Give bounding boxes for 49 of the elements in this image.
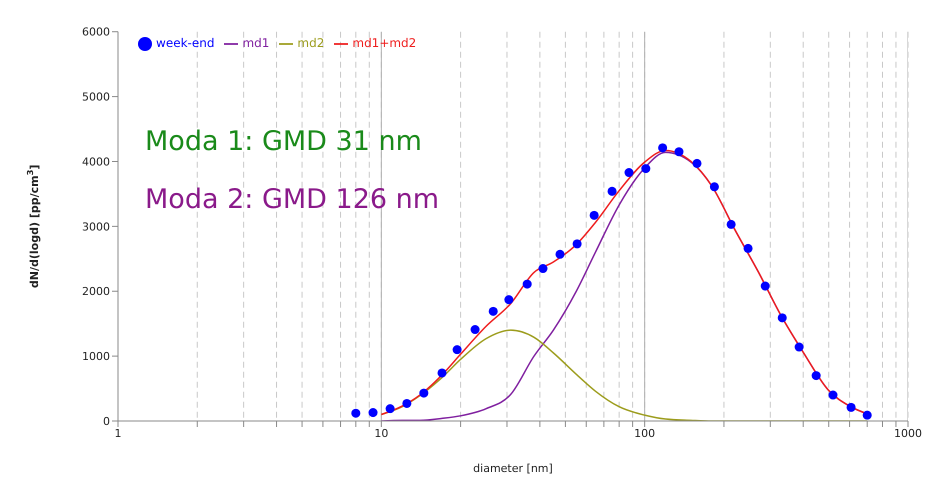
y-tick-label: 1000 [82, 350, 110, 364]
annotation: Moda 2: GMD 126 nm [145, 184, 440, 215]
legend-label: week-end [156, 36, 214, 50]
point [351, 408, 360, 418]
point [862, 410, 872, 420]
point [522, 280, 532, 289]
legend-label: md1+md2 [352, 36, 416, 50]
x-tick-label: 1000 [894, 426, 922, 440]
point [846, 402, 856, 412]
legend-label: md1 [242, 36, 270, 50]
point [624, 168, 634, 178]
legend-label: md2 [297, 36, 324, 50]
point [674, 147, 684, 156]
point [744, 244, 753, 253]
point [641, 164, 650, 174]
x-tick-label: 10 [374, 426, 388, 440]
x-tick-label: 1 [114, 426, 122, 440]
point [438, 368, 447, 378]
y-tick-label: 3000 [82, 220, 110, 234]
point [760, 282, 770, 291]
point [368, 408, 378, 418]
point [658, 143, 668, 152]
x-tick-label: 100 [634, 426, 656, 440]
y-tick-label: 2000 [82, 285, 110, 298]
point [828, 390, 838, 400]
point [608, 186, 617, 196]
point [726, 220, 736, 229]
point [504, 295, 514, 304]
point [555, 250, 565, 259]
point [778, 313, 787, 322]
point [590, 210, 599, 220]
y-tick-label: 0 [103, 414, 110, 428]
y-tick-label: 4000 [82, 155, 110, 168]
point [692, 158, 702, 168]
point [452, 345, 462, 354]
x-axis-title: diameter [nm] [473, 462, 553, 475]
point [386, 404, 395, 414]
point [794, 342, 804, 352]
y-tick-label: 5000 [82, 90, 110, 104]
point [572, 239, 582, 248]
point [419, 388, 428, 398]
annotation: Moda 1: GMD 31 nm [145, 126, 422, 157]
y-tick-label: 6000 [82, 26, 110, 39]
point [402, 398, 412, 408]
point [470, 325, 480, 334]
point [812, 371, 821, 380]
point [710, 182, 719, 192]
point [488, 306, 498, 316]
point [538, 264, 548, 274]
